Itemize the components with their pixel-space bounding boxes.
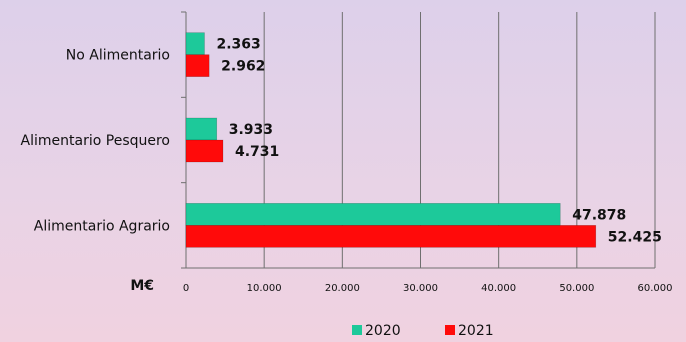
data-label: 47.878 <box>572 207 626 223</box>
legend-swatch-2020 <box>352 325 362 335</box>
category-label: No Alimentario <box>66 48 170 64</box>
category-label: Alimentario Agrario <box>34 218 170 234</box>
x-tick-label: 40.000 <box>481 283 516 294</box>
data-label: 4.731 <box>235 144 279 160</box>
x-tick-label: 0 <box>183 283 189 294</box>
bar-2021 <box>185 139 224 163</box>
x-tick-label: 60.000 <box>638 283 673 294</box>
bar-2020 <box>185 32 205 55</box>
data-label: 2.363 <box>216 37 260 53</box>
data-label: 3.933 <box>229 122 273 138</box>
category-label: Alimentario Pesquero <box>21 133 170 149</box>
data-label: 52.425 <box>608 229 662 245</box>
unit-label: M€ <box>130 278 154 294</box>
x-tick-label: 50.000 <box>559 283 594 294</box>
bar-2021 <box>185 225 597 248</box>
bar-2020 <box>185 203 561 226</box>
x-tick-label: 30.000 <box>403 283 438 294</box>
legend-label-2020: 2020 <box>365 323 401 339</box>
legend-swatch-2021 <box>445 325 455 335</box>
bar-2020 <box>185 117 218 141</box>
data-label: 2.962 <box>221 59 265 75</box>
legend-label-2021: 2021 <box>458 323 494 339</box>
x-tick-label: 10.000 <box>247 283 282 294</box>
x-tick-label: 20.000 <box>325 283 360 294</box>
bar-2021 <box>185 54 210 77</box>
